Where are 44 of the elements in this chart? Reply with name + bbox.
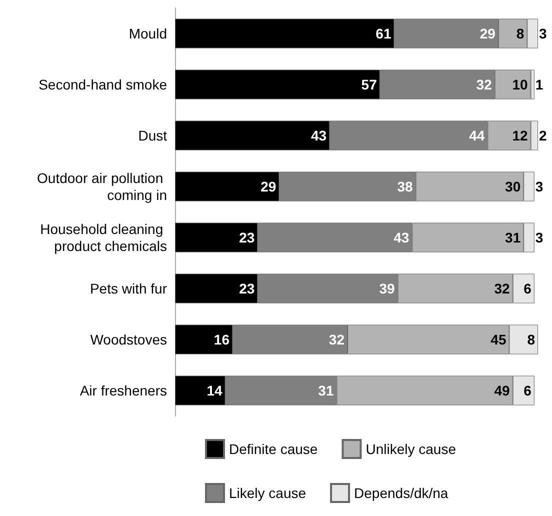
data-label: 43 bbox=[310, 128, 327, 144]
y-tick-label: Mould bbox=[128, 26, 167, 42]
data-label: 32 bbox=[476, 76, 492, 92]
data-label: 3 bbox=[535, 230, 544, 246]
data-label: 31 bbox=[318, 382, 334, 398]
data-label: 29 bbox=[480, 26, 496, 42]
data-label: 6 bbox=[524, 280, 532, 296]
data-label: 39 bbox=[379, 280, 396, 296]
data-label: 57 bbox=[361, 76, 378, 92]
data-label: 38 bbox=[397, 178, 414, 194]
data-label: 23 bbox=[239, 230, 255, 246]
y-tick-label: Household cleaning product chemicals bbox=[40, 221, 167, 254]
data-label: 45 bbox=[490, 332, 506, 348]
y-tick-label: Air fresheners bbox=[80, 382, 167, 398]
y-tick-label: Second-hand smoke bbox=[38, 76, 168, 92]
data-label: 29 bbox=[260, 178, 276, 194]
data-label: 43 bbox=[394, 230, 410, 246]
legend-label: Definite cause bbox=[229, 441, 318, 457]
data-label: 8 bbox=[516, 26, 524, 42]
data-label: 30 bbox=[505, 178, 521, 194]
data-label: 44 bbox=[469, 128, 485, 144]
data-label: 32 bbox=[494, 280, 510, 296]
legend-label: Depends/dk/na bbox=[354, 485, 448, 501]
y-tick-label: Outdoor air pollution coming in bbox=[37, 170, 167, 203]
data-label: 32 bbox=[328, 332, 345, 348]
data-label: 6 bbox=[524, 382, 532, 398]
data-label: 14 bbox=[206, 382, 223, 398]
data-label: 2 bbox=[539, 128, 547, 144]
y-tick-label: Woodstoves bbox=[90, 332, 167, 348]
data-label: 49 bbox=[494, 382, 510, 398]
data-label: 8 bbox=[527, 332, 536, 348]
data-label: 12 bbox=[512, 128, 528, 144]
legend-label: Unlikely cause bbox=[366, 441, 456, 457]
data-label: 1 bbox=[535, 76, 544, 92]
data-label: 61 bbox=[376, 26, 392, 42]
legend-label: Likely cause bbox=[229, 485, 306, 501]
data-label: 16 bbox=[214, 332, 230, 348]
y-tick-label: Pets with fur bbox=[90, 280, 168, 296]
data-label: 3 bbox=[539, 26, 547, 42]
data-label: 23 bbox=[239, 280, 255, 296]
data-label: 10 bbox=[512, 76, 528, 92]
data-label: 31 bbox=[505, 230, 521, 246]
data-label: 3 bbox=[535, 178, 544, 194]
y-tick-label: Dust bbox=[138, 128, 168, 144]
